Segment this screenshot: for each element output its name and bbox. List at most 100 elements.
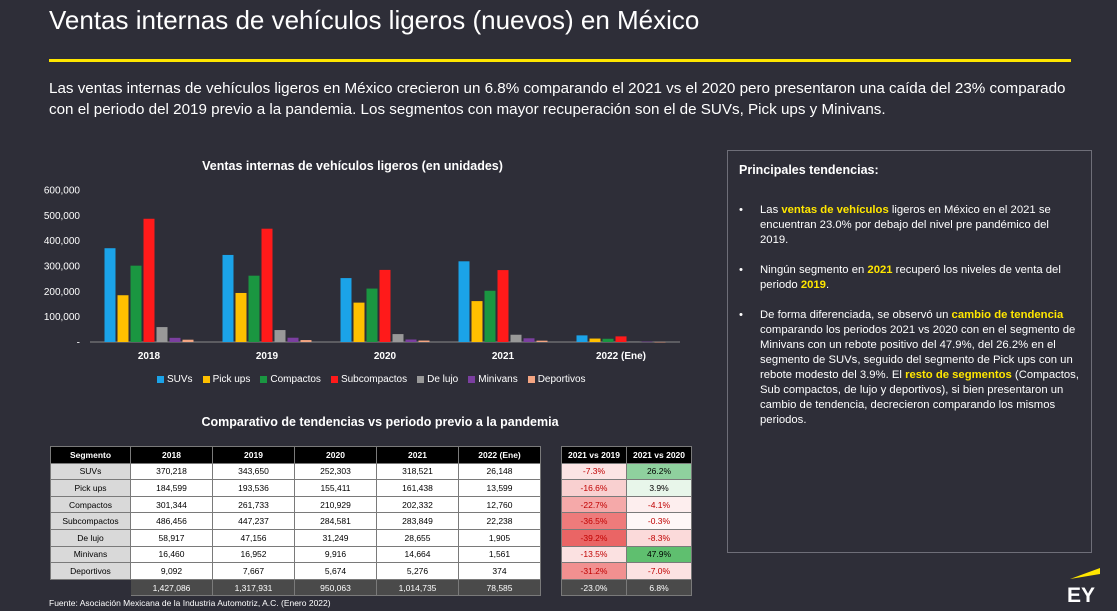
total-cell: 1,427,086 [130,578,213,597]
table-cell: 261,733 [212,495,295,514]
table-row: Compactos 301,344 261,733 210,929 202,332 12,… [50,495,541,514]
trends-panel: Principales tendencias: Las ventas de ve… [727,150,1092,553]
bar [589,338,601,342]
legend-swatch [260,376,268,383]
change-vs-2019-cell: -16.6% [561,479,627,497]
table-cell: 47,156 [212,528,295,547]
trend-text: Las [760,204,782,216]
legend-swatch [468,376,476,383]
table-cell: 26,148 [458,462,541,481]
slide-title: Ventas internas de vehículos ligeros (nu… [49,5,700,35]
bar [392,334,404,342]
total-cell: 950,063 [294,578,377,597]
bar [156,327,168,342]
table-cell: 58,917 [130,528,213,547]
trend-text: ligeros en México en el 2021 se encuentr… [760,204,1051,246]
table-header-cell: 2019 [212,446,295,464]
table-cell: 374 [458,562,541,580]
table-header-cell: 2018 [130,446,213,464]
table-cell: 14,664 [376,545,459,564]
x-tick-label: 2019 [256,351,279,362]
table-cell: 5,674 [294,562,377,580]
bar [130,265,142,342]
table-header-cell: 2020 [294,446,377,464]
y-tick-label: 500,000 [44,211,81,222]
total-cell: 1,014,735 [376,578,459,597]
legend-swatch [202,376,210,383]
comparison-row: -7.3% 26.2% [561,462,692,481]
comparison-header-cell: 2021 vs 2019 [561,446,627,464]
trend-item: Ningún segmento en 2021 recuperó los niv… [739,263,1080,293]
table-cell: 301,344 [130,495,213,514]
chart-legend: SUVs Pick ups Compactos Subcompactos De lujo… [157,374,586,385]
bar [261,228,273,342]
comparison-table: 2021 vs 2019 2021 vs 2020 -7.3% 26.2% -16.6… [561,446,692,597]
trend-text: (Compactos, Sub compactos, de lujo y dep… [760,369,1079,426]
table-cell: 210,929 [294,495,377,514]
sales-table: Segmento 2018 2019 2020 2021 2022 (Ene) SUVs 3… [50,446,541,597]
bar [523,338,535,342]
table-cell: 16,952 [212,545,295,564]
table-row: Minivans 16,460 16,952 9,916 14,664 1,561 [50,545,541,564]
segment-cell: Compactos [50,495,131,514]
table-row: Pick ups 184,599 193,536 155,411 161,438 13,5… [50,479,541,497]
change-vs-2019-cell: -22.7% [561,495,627,514]
trend-text: Ningún segmento en [760,264,868,276]
change-vs-2020-cell: 3.9% [626,479,692,497]
table-cell: 31,249 [294,528,377,547]
total-cell: 78,585 [458,578,541,597]
bar [497,270,509,342]
bar [615,336,627,342]
ey-logo: EY [1067,568,1100,605]
legend-label: Subcompactos [340,374,408,385]
svg-text:EY: EY [1067,584,1095,605]
segment-cell: Deportivos [50,562,131,580]
change-vs-2019-cell: -31.2% [561,562,627,580]
table-row: De lujo 58,917 47,156 31,249 28,655 1,905 [50,528,541,547]
table-cell: 318,521 [376,462,459,481]
trend-highlight: cambio de tendencia [951,309,1064,321]
segment-cell: De lujo [50,528,131,547]
trend-highlight: 2021 [867,264,893,276]
change-vs-2020-cell: -8.3% [626,528,692,547]
segment-cell: Minivans [50,545,131,564]
table-cell: 16,460 [130,545,213,564]
change-vs-2019-cell: -39.2% [561,528,627,547]
table-cell: 9,916 [294,545,377,564]
bar [235,292,247,342]
table-cell: 343,650 [212,462,295,481]
table-cell: 28,655 [376,528,459,547]
trend-item: Las ventas de vehículos ligeros en Méxic… [739,203,1080,248]
comparison-total-cell: -23.0% [561,578,627,597]
legend-entry: Deportivos [527,374,586,385]
comparison-row: -22.7% -4.1% [561,495,692,514]
bar [182,339,194,342]
trend-text: recuperó los niveles de venta del period… [760,264,1061,291]
bar [484,290,496,342]
legend-swatch [330,376,338,383]
bar [353,302,365,342]
change-vs-2019-cell: -7.3% [561,462,627,481]
legend-label: SUVs [167,374,193,385]
legend-entry: SUVs [157,374,193,385]
table-cell: 22,238 [458,512,541,530]
table-cell: 7,667 [212,562,295,580]
table-cell: 370,218 [130,462,213,481]
change-vs-2020-cell: 47.9% [626,545,692,564]
comparison-header-cell: 2021 vs 2020 [626,446,692,464]
y-tick-label: 100,000 [44,312,81,323]
y-tick-label: 600,000 [44,186,81,197]
y-tick-label: 300,000 [44,262,81,273]
legend-swatch [527,376,535,383]
segment-cell: SUVs [50,462,131,481]
bar [458,261,470,342]
table-cell: 5,276 [376,562,459,580]
legend-label: Minivans [478,374,518,385]
legend-entry: Minivans [468,374,518,385]
title-underline [49,59,1071,62]
table-title: Comparativo de tendencias vs periodo pre… [201,415,559,429]
table-cell: 252,303 [294,462,377,481]
bar [510,334,522,342]
intro-paragraph: Las ventas internas de vehículos ligeros… [49,80,1066,118]
bar [274,330,286,342]
